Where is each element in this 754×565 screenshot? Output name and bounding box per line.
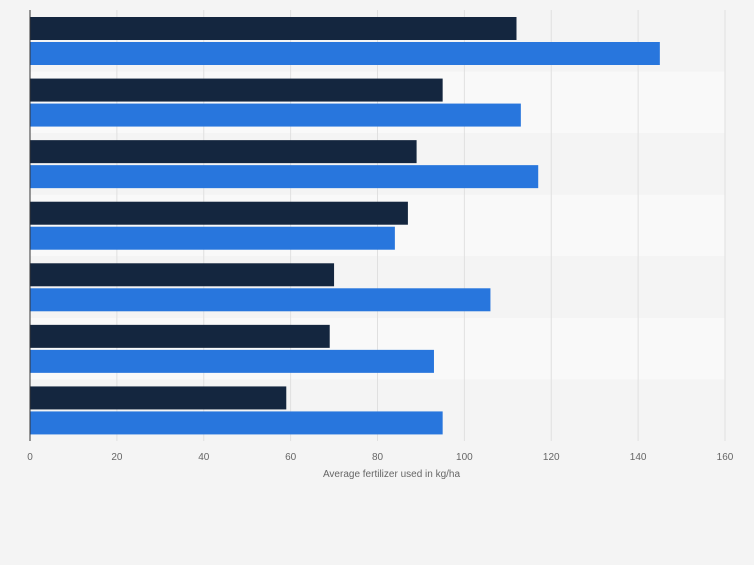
bar-series-2 bbox=[30, 42, 660, 65]
bar-series-2 bbox=[30, 288, 491, 312]
x-tick-label: 20 bbox=[111, 452, 123, 463]
x-tick-label: 120 bbox=[543, 452, 560, 463]
bar-series-2 bbox=[30, 411, 443, 435]
x-tick-label: 80 bbox=[372, 452, 384, 463]
bar-series-1 bbox=[30, 78, 443, 102]
x-axis-ticks: 0 20 40 60 80 100 120 140 160 bbox=[27, 452, 734, 463]
bar-series-1 bbox=[30, 201, 408, 225]
bar-series-1 bbox=[30, 140, 417, 164]
bar-series-2 bbox=[30, 103, 521, 127]
x-tick-label: 160 bbox=[717, 452, 734, 463]
bar-series-1 bbox=[30, 17, 517, 40]
bar-series-2 bbox=[30, 226, 395, 250]
x-axis-label: Average fertilizer used in kg/ha bbox=[323, 469, 461, 480]
bar-series-2 bbox=[30, 349, 434, 373]
x-tick-label: 100 bbox=[456, 452, 473, 463]
x-tick-label: 40 bbox=[198, 452, 210, 463]
bar-series-1 bbox=[30, 324, 330, 348]
bars bbox=[30, 17, 660, 435]
bar-series-1 bbox=[30, 263, 335, 287]
x-tick-label: 0 bbox=[27, 452, 33, 463]
bar-series-1 bbox=[30, 386, 287, 410]
bar-series-2 bbox=[30, 165, 539, 189]
x-tick-label: 140 bbox=[630, 452, 647, 463]
x-tick-label: 60 bbox=[285, 452, 297, 463]
